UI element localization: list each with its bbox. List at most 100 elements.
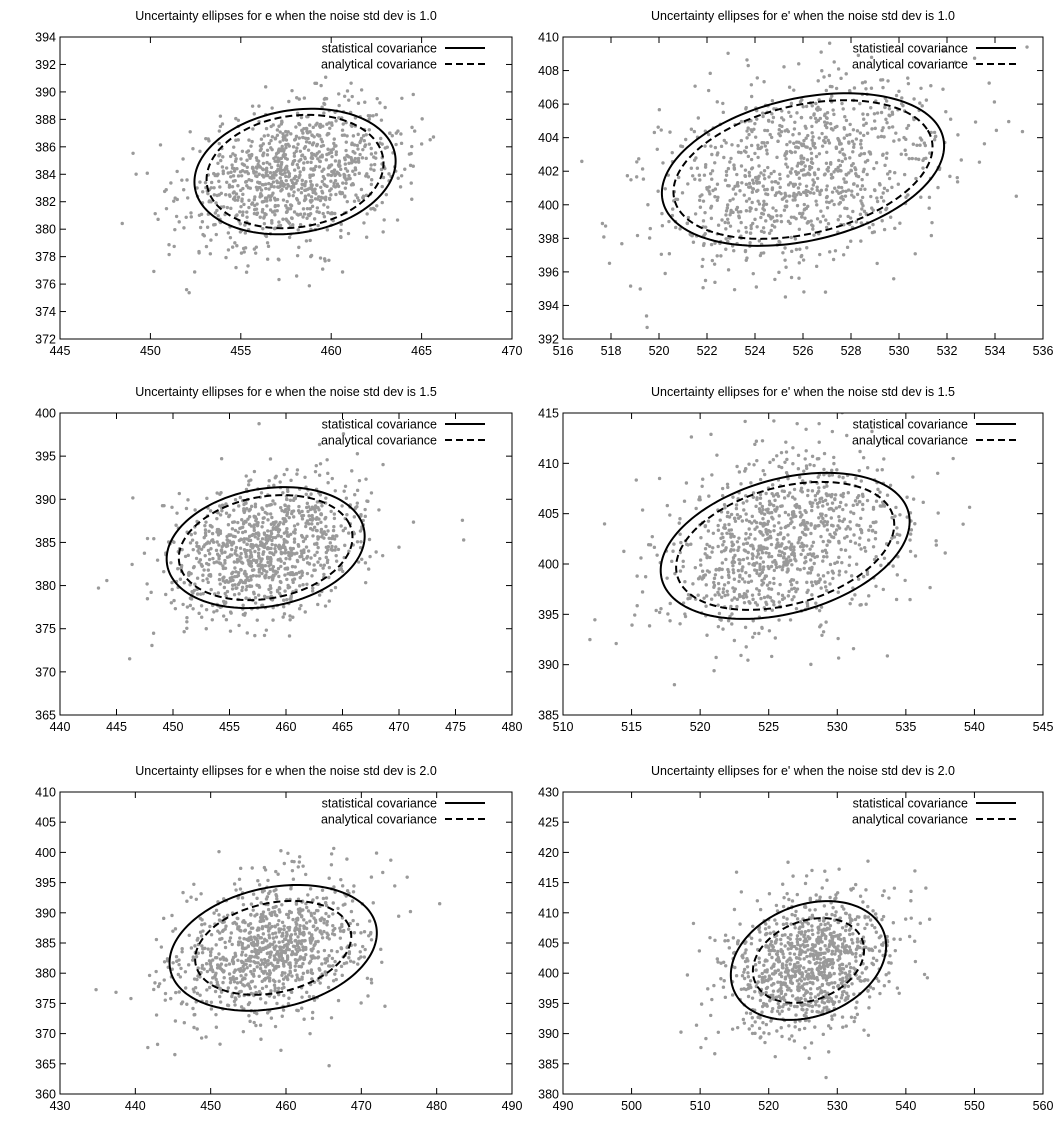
- scatter-point: [825, 520, 830, 524]
- scatter-point: [757, 202, 762, 206]
- scatter-point: [792, 548, 796, 552]
- scatter-point: [214, 977, 218, 982]
- scatter-point: [751, 271, 755, 276]
- scatter-point: [286, 550, 291, 555]
- scatter-point: [795, 111, 799, 115]
- scatter-point: [727, 575, 731, 580]
- scatter-point: [297, 504, 301, 509]
- scatter-point: [768, 595, 773, 600]
- scatter-point: [311, 141, 316, 145]
- scatter-point: [769, 228, 773, 233]
- scatter-point: [700, 577, 704, 581]
- scatter-point: [759, 596, 763, 601]
- scatter-point: [739, 138, 744, 143]
- scatter-point: [773, 180, 777, 184]
- scatter-point: [911, 497, 916, 501]
- scatter-point: [380, 960, 384, 964]
- scatter-point: [826, 165, 831, 170]
- scatter-point: [1025, 45, 1029, 49]
- scatter-point: [292, 859, 296, 864]
- scatter-point: [794, 589, 798, 594]
- scatter-point: [306, 893, 310, 897]
- scatter-point: [815, 457, 820, 461]
- scatter-point: [245, 184, 249, 188]
- scatter-point: [253, 601, 258, 605]
- y-tick-label: 374: [35, 305, 56, 319]
- scatter-point: [199, 892, 203, 896]
- scatter-point: [634, 478, 638, 482]
- scatter-point: [251, 127, 255, 131]
- scatter-point: [356, 101, 361, 105]
- scatter-point: [277, 908, 281, 912]
- scatter-point: [243, 581, 247, 585]
- scatter-point: [239, 551, 243, 556]
- scatter-point: [264, 212, 268, 217]
- scatter-point: [860, 207, 864, 211]
- scatter-point: [689, 542, 693, 546]
- scatter-point: [275, 180, 280, 185]
- scatter-point: [757, 507, 762, 511]
- scatter-point: [342, 172, 346, 177]
- scatter-point: [810, 187, 814, 191]
- scatter-point: [186, 498, 190, 502]
- scatter-point: [774, 562, 778, 567]
- scatter-point: [218, 994, 222, 999]
- scatter-point: [763, 574, 768, 578]
- scatter-point: [223, 566, 228, 570]
- scatter-point: [843, 115, 847, 119]
- scatter-point: [297, 175, 301, 180]
- scatter-point: [216, 533, 221, 537]
- scatter-point: [379, 947, 383, 952]
- scatter-point: [722, 539, 726, 544]
- scatter-point: [720, 575, 724, 580]
- scatter-point: [233, 241, 237, 245]
- scatter-point: [278, 176, 282, 180]
- scatter-point: [267, 556, 272, 561]
- scatter-point: [350, 899, 355, 903]
- scatter-point: [693, 177, 697, 181]
- scatter-point: [805, 580, 809, 585]
- y-tick-label: 376: [35, 278, 56, 292]
- scatter-point: [164, 592, 168, 597]
- scatter-point: [869, 106, 873, 110]
- scatter-point: [246, 517, 250, 521]
- scatter-point: [607, 261, 612, 265]
- y-tick-label: 375: [35, 622, 56, 636]
- scatter-point: [297, 511, 302, 515]
- scatter-point: [300, 514, 304, 518]
- scatter-point: [200, 220, 205, 224]
- scatter-point: [241, 192, 245, 197]
- scatter-point: [821, 499, 825, 504]
- scatter-point: [242, 507, 246, 511]
- scatter-point: [327, 954, 331, 958]
- scatter-point: [252, 528, 256, 533]
- scatter-point: [812, 463, 816, 468]
- scatter-point: [856, 577, 861, 581]
- scatter-point: [280, 508, 284, 513]
- scatter-point: [287, 947, 291, 952]
- scatter-point: [313, 504, 318, 508]
- x-tick-label: 480: [502, 720, 523, 734]
- scatter-point: [347, 549, 351, 553]
- scatter-point: [717, 587, 721, 591]
- scatter-point: [737, 214, 741, 218]
- scatter-point: [204, 1000, 209, 1004]
- scatter-point: [770, 223, 774, 228]
- scatter-point: [753, 151, 757, 156]
- scatter-point: [272, 958, 277, 962]
- scatter-point: [731, 197, 735, 201]
- scatter-point: [309, 160, 313, 165]
- scatter-point: [299, 603, 303, 608]
- scatter-point: [803, 164, 807, 168]
- scatter-point: [363, 144, 367, 149]
- scatter-point: [758, 477, 763, 482]
- scatter-point: [767, 566, 771, 571]
- scatter-point: [307, 561, 311, 566]
- scatter-point: [305, 505, 309, 510]
- scatter-point: [250, 949, 254, 954]
- x-tick-label: 475: [445, 720, 466, 734]
- scatter-point: [209, 981, 213, 985]
- scatter-point: [273, 931, 278, 935]
- scatter-point: [733, 192, 738, 196]
